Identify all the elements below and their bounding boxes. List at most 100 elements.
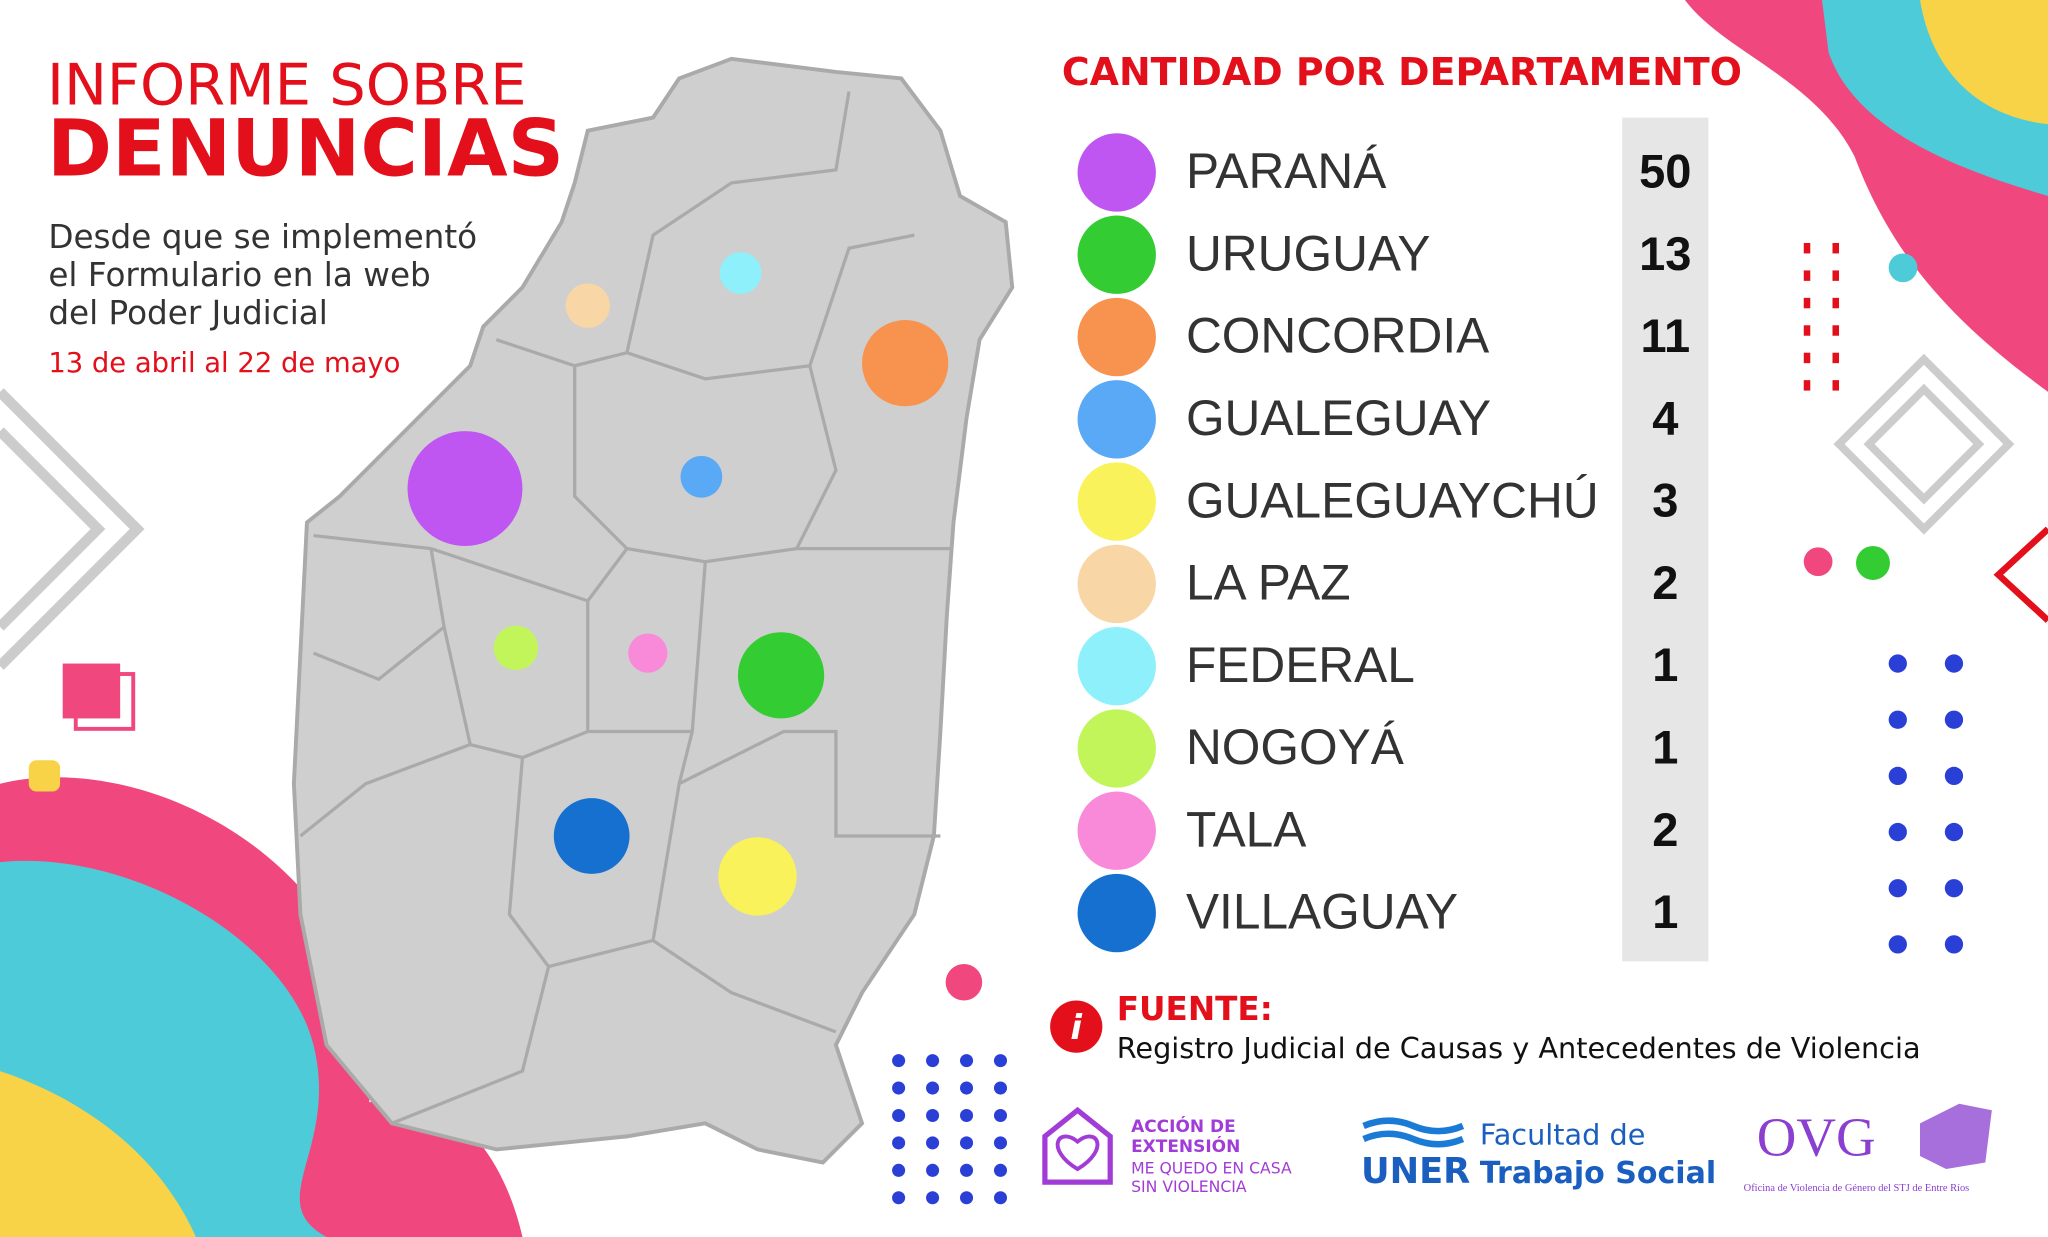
decor-dot — [1944, 935, 1964, 954]
decor-dot — [1888, 935, 1907, 954]
department-count: 13 — [1639, 227, 1691, 280]
department-count: 1 — [1652, 885, 1678, 938]
legend-swatch — [1077, 544, 1156, 624]
decor-dot — [1888, 766, 1907, 786]
subtitle: del Poder Judicial — [48, 294, 328, 332]
legend-swatch — [1077, 462, 1156, 541]
table-title: CANTIDAD POR DEPARTAMENTO — [1062, 50, 1742, 94]
decor-dot — [926, 1136, 940, 1150]
department-name: TALA — [1186, 801, 1306, 857]
legend-swatch — [1077, 626, 1156, 706]
decor-dot — [1803, 242, 1811, 254]
logo-text: ACCIÓN DE — [1131, 1115, 1236, 1137]
count-column — [1622, 117, 1709, 962]
department-name: CONCORDIA — [1186, 308, 1489, 364]
decor-dot — [960, 1191, 974, 1205]
decor-dot — [960, 1163, 974, 1177]
decor-dot — [1888, 654, 1907, 673]
decor-dot — [1832, 242, 1840, 254]
decor-dot — [1944, 879, 1964, 898]
logo-icon — [1042, 1106, 1113, 1185]
decor-dot — [960, 1136, 974, 1150]
decor-dot — [1803, 352, 1811, 364]
department-name: URUGUAY — [1186, 225, 1430, 281]
title: DENUNCIAS — [47, 104, 564, 195]
decor-dot — [1944, 822, 1964, 842]
decor-dot — [892, 1163, 906, 1177]
decor-dot — [960, 1054, 974, 1068]
department-count: 50 — [1639, 144, 1691, 197]
legend-swatch — [1077, 791, 1156, 870]
department-count: 4 — [1652, 391, 1678, 444]
decor-dot — [892, 1054, 906, 1068]
decor-dot — [892, 1136, 906, 1150]
decor-dot — [926, 1108, 940, 1123]
decor-dot — [1832, 270, 1840, 281]
legend-swatch — [1077, 709, 1156, 788]
decor-dot — [1888, 710, 1907, 729]
decor-dot — [1832, 297, 1840, 309]
info-icon: i — [1070, 1008, 1083, 1048]
source-label: FUENTE: — [1117, 990, 1273, 1028]
logo-icon — [1362, 1117, 1465, 1148]
source-text: Registro Judicial de Causas y Antecedent… — [1117, 1031, 1921, 1065]
decor-dot — [993, 1163, 1008, 1177]
department-count: 2 — [1652, 556, 1678, 609]
decor-dot — [1803, 325, 1811, 336]
decor-dot — [926, 1163, 940, 1177]
decor-dot — [1803, 270, 1811, 281]
decor-dot — [926, 1081, 940, 1095]
department-bubble — [407, 431, 523, 547]
decor-dot — [993, 1191, 1008, 1205]
decor-dot — [1832, 380, 1840, 391]
logo-icon — [1055, 1134, 1100, 1172]
logo-text: Facultad de — [1480, 1117, 1646, 1151]
department-count: 11 — [1640, 309, 1690, 362]
logo-text: SIN VIOLENCIA — [1131, 1177, 1247, 1196]
legend-swatch — [1077, 873, 1156, 953]
decor-dot — [892, 1081, 906, 1095]
department-bubble — [862, 320, 949, 407]
department-bubble — [553, 798, 630, 874]
department-name: NOGOYÁ — [1186, 719, 1404, 775]
decor-dot — [1888, 822, 1907, 842]
subtitle: Desde que se implementó — [48, 218, 477, 256]
department-bubble — [565, 283, 610, 328]
decor-dot — [993, 1054, 1008, 1068]
logo-text: Trabajo Social — [1480, 1156, 1716, 1191]
department-name: GUALEGUAYCHÚ — [1186, 472, 1599, 528]
logo-icon — [1920, 1103, 1992, 1170]
logo-text: Oficina de Violencia de Género del STJ d… — [1744, 1183, 1970, 1194]
decor-dot — [926, 1191, 940, 1205]
decor-dot — [993, 1108, 1008, 1123]
legend-swatch — [1077, 380, 1156, 459]
department-name: LA PAZ — [1186, 555, 1351, 611]
department-name: FEDERAL — [1186, 637, 1415, 693]
department-name: VILLAGUAY — [1186, 884, 1458, 940]
legend-swatch — [1077, 297, 1156, 377]
info-icon — [1050, 1000, 1103, 1053]
department-count: 3 — [1652, 474, 1678, 527]
decor-dot — [960, 1108, 974, 1123]
decor-dot — [892, 1191, 906, 1205]
department-bubble — [718, 837, 797, 916]
department-bubble — [737, 632, 825, 719]
decor-dot — [1803, 380, 1811, 391]
map — [291, 56, 1015, 1165]
title: INFORME SOBRE — [47, 51, 527, 118]
logo-text: OVG — [1757, 1107, 1876, 1168]
department-bubble — [628, 633, 668, 673]
decor-dot — [1832, 325, 1840, 336]
logo-text: ME QUEDO EN CASA — [1131, 1159, 1292, 1178]
decor-dot — [960, 1081, 974, 1095]
logo-text: EXTENSIÓN — [1131, 1135, 1240, 1157]
decor-dot — [993, 1081, 1008, 1095]
legend-swatch — [1077, 133, 1156, 212]
department-bubble — [680, 455, 723, 498]
decor-dot — [1944, 710, 1964, 729]
decor-dot — [926, 1054, 940, 1068]
date-range: 13 de abril al 22 de mayo — [48, 348, 400, 379]
department-name: PARANÁ — [1186, 143, 1386, 199]
